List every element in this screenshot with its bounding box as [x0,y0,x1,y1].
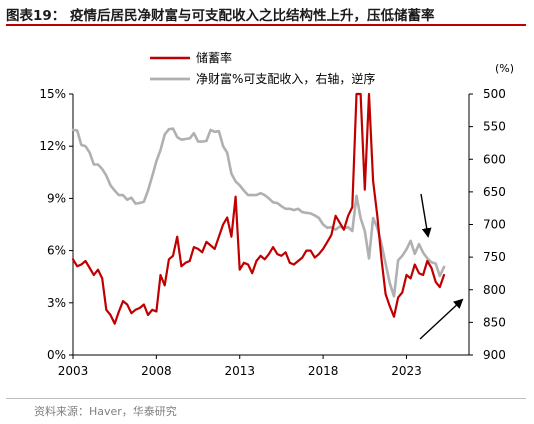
y-right-tick-label: 500 [483,87,506,101]
y-right-unit-label: (%) [495,62,514,75]
annotation-layer [419,193,464,340]
y-left-tick-label: 9% [47,191,66,205]
axes-layer: 0% 3% 6% 9% 12% 15% 500 550 600 650 700 750 800 850 90… [39,62,514,378]
y-right-tick-label: 800 [483,283,506,297]
source-note: 资料来源：Haver，华泰研究 [34,405,177,418]
y-right-tick-label: 700 [483,218,506,232]
x-tick-label: 2023 [391,364,422,378]
up-trend-arrow [419,298,464,340]
y-left-tick-label: 0% [47,348,66,362]
series-layer [71,92,446,325]
title-divider [6,24,526,26]
y-left-tick-label: 6% [47,244,66,258]
y-left-tick-label: 3% [47,296,66,310]
source-divider [6,398,526,399]
wealth-income-line [71,127,446,298]
chart-canvas: 0% 3% 6% 9% 12% 15% 500 550 600 650 700 750 800 850 90… [39,50,514,378]
y-right-tick-label: 650 [483,185,506,199]
y-right-tick-label: 600 [483,152,506,166]
x-tick-label: 2013 [224,364,255,378]
y-right-tick-label: 900 [483,348,506,362]
y-right-tick-label: 750 [483,250,506,264]
y-right-tick-label: 850 [483,315,506,329]
y-right-tick-label: 550 [483,120,506,134]
x-tick-label: 2003 [58,364,89,378]
savings-rate-line [71,92,446,325]
x-tick-label: 2018 [308,364,339,378]
down-trend-arrow [420,193,432,238]
legend-wealth-label: 净财富%可支配收入，右轴，逆序 [196,71,375,86]
y-left-tick-label: 15% [39,87,66,101]
legend-savings-label: 储蓄率 [196,50,232,65]
y-left-tick-label: 12% [39,139,66,153]
chart-title: 图表19： 疫情后居民净财富与可支配收入之比结构性上升，压低储蓄率 [6,8,435,24]
x-tick-label: 2008 [141,364,172,378]
